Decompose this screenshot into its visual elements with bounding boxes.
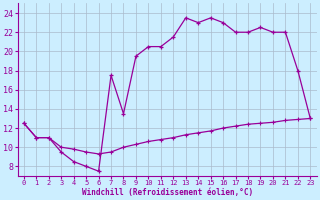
X-axis label: Windchill (Refroidissement éolien,°C): Windchill (Refroidissement éolien,°C) <box>82 188 253 197</box>
